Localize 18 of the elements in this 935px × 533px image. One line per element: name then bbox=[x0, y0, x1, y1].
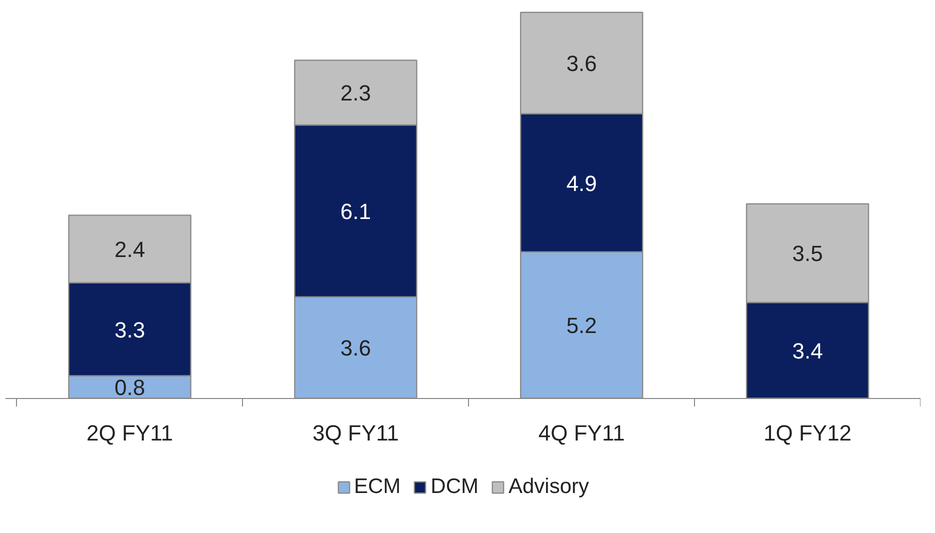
data-label: 3.4 bbox=[792, 338, 823, 364]
data-label: 0.8 bbox=[114, 374, 146, 400]
x-tick-label: 4Q FY11 bbox=[538, 420, 625, 446]
legend-label: ECM bbox=[354, 475, 401, 499]
data-label: 3.6 bbox=[566, 51, 597, 76]
data-label: 6.1 bbox=[340, 198, 371, 224]
data-label: 3.6 bbox=[340, 336, 371, 361]
legend-label: DCM bbox=[430, 475, 478, 499]
data-label: 4.9 bbox=[566, 170, 597, 196]
data-label: 3.3 bbox=[114, 317, 146, 342]
x-tick-label: 3Q FY11 bbox=[312, 420, 399, 446]
x-tick-label: 2Q FY11 bbox=[86, 420, 173, 446]
data-label: 2.3 bbox=[340, 80, 371, 106]
data-label: 2.4 bbox=[114, 236, 146, 262]
x-tick-label: 1Q FY12 bbox=[764, 420, 852, 446]
legend-label: Advisory bbox=[508, 475, 590, 499]
data-label: 3.5 bbox=[792, 241, 823, 266]
data-label: 5.2 bbox=[566, 313, 597, 338]
